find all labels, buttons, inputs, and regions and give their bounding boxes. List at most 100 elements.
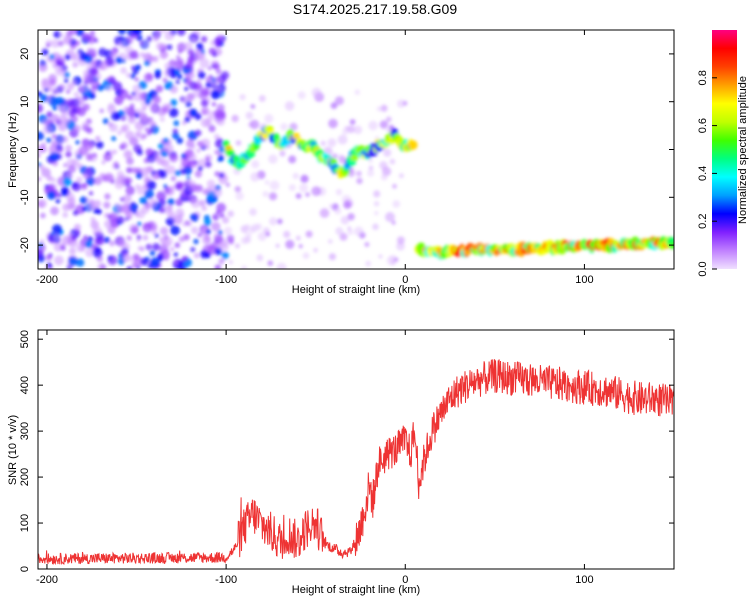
noise-blob [189, 183, 198, 193]
snr-panel: -200 -100 0 100 0 100 200 300 400 500 Height of … [7, 329, 675, 596]
noise-blob [134, 212, 140, 217]
noise-blob [40, 63, 46, 68]
noise-blob [187, 71, 196, 80]
noise-blob [201, 189, 206, 194]
noise-blob [139, 52, 145, 58]
noise-blob [46, 98, 52, 104]
noise-blob [46, 175, 53, 182]
noise-blob [256, 254, 264, 262]
feature-scattered [223, 87, 408, 269]
noise-blob [210, 78, 219, 87]
noise-blob [208, 125, 216, 133]
noise-blob [145, 148, 154, 157]
noise-blob [181, 153, 187, 159]
noise-blob [65, 144, 72, 152]
noise-blob [197, 71, 206, 80]
noise-blob [48, 96, 59, 107]
noise-blob [221, 251, 229, 260]
noise-blob [153, 95, 161, 103]
noise-blob [155, 30, 162, 36]
noise-blob [214, 247, 223, 256]
noise-blob [158, 169, 168, 179]
noise-blob [170, 247, 175, 252]
noise-blob [57, 122, 68, 132]
noise-blob [144, 99, 151, 105]
noise-blob [38, 198, 47, 209]
noise-blob [55, 198, 61, 204]
y-tick-label: 100 [19, 514, 31, 532]
noise-blob [280, 123, 288, 131]
noise-blob [398, 173, 404, 179]
noise-blob [46, 86, 53, 92]
noise-blob [159, 116, 165, 122]
noise-blob [141, 39, 150, 48]
noise-blob [90, 60, 98, 68]
noise-blob [92, 247, 103, 258]
snr-line [38, 359, 674, 566]
noise-blob [103, 201, 111, 209]
noise-blob [187, 48, 195, 56]
noise-blob [166, 44, 173, 51]
noise-blob [206, 179, 216, 189]
noise-blob [149, 250, 156, 256]
noise-blob [347, 125, 355, 134]
noise-blob [392, 183, 397, 189]
noise-blob [68, 232, 73, 238]
noise-blob [109, 51, 117, 59]
noise-blob [319, 208, 330, 218]
noise-blob [75, 229, 81, 234]
noise-blob [38, 164, 46, 171]
noise-blob [39, 239, 45, 245]
snr-marks [38, 359, 674, 566]
noise-blob [57, 40, 64, 47]
noise-blob [231, 114, 239, 123]
noise-blob [234, 186, 241, 193]
noise-blob [105, 151, 111, 156]
noise-blob [177, 49, 182, 54]
noise-blob [177, 73, 183, 80]
noise-blob [240, 225, 249, 234]
noise-blob [46, 191, 56, 200]
noise-blob [257, 232, 267, 241]
noise-blob [205, 156, 210, 161]
noise-blob [262, 191, 269, 198]
noise-blob [196, 42, 204, 50]
noise-blob [65, 89, 71, 94]
noise-blob [378, 254, 383, 259]
noise-blob [250, 104, 255, 109]
noise-blob [163, 69, 172, 78]
noise-blob [83, 235, 88, 240]
noise-blob [97, 84, 104, 92]
noise-blob [191, 226, 199, 234]
noise-blob [228, 260, 233, 265]
x-tick-label: -200 [36, 574, 58, 586]
snr-x-ticks: -200 -100 0 100 [36, 330, 594, 586]
noise-blob [123, 194, 132, 203]
y-tick-label: 0 [19, 146, 31, 152]
noise-blob [379, 120, 389, 129]
noise-blob [124, 150, 132, 158]
noise-blob [241, 265, 248, 269]
noise-blob [134, 77, 139, 82]
noise-blob [41, 48, 49, 56]
noise-blob [116, 215, 125, 225]
noise-blob [73, 91, 80, 98]
noise-blob [284, 101, 295, 111]
noise-blob [245, 232, 252, 239]
noise-blob [354, 226, 364, 237]
noise-blob [192, 90, 201, 98]
noise-blob [298, 244, 303, 249]
colorbar: 0.0 0.2 0.4 0.6 0.8 Normalized spectral ampl… [697, 30, 749, 277]
noise-blob [138, 80, 148, 90]
noise-blob [305, 192, 310, 197]
noise-blob [131, 65, 136, 71]
noise-blob [109, 240, 115, 247]
noise-blob [53, 242, 63, 252]
noise-blob [154, 173, 160, 179]
snr-frame [37, 329, 675, 570]
noise-blob [126, 265, 133, 269]
noise-blob [214, 41, 221, 48]
y-tick-label: 400 [19, 376, 31, 394]
colorbar-tick-label: 0.6 [697, 118, 709, 133]
noise-blob [127, 116, 136, 124]
